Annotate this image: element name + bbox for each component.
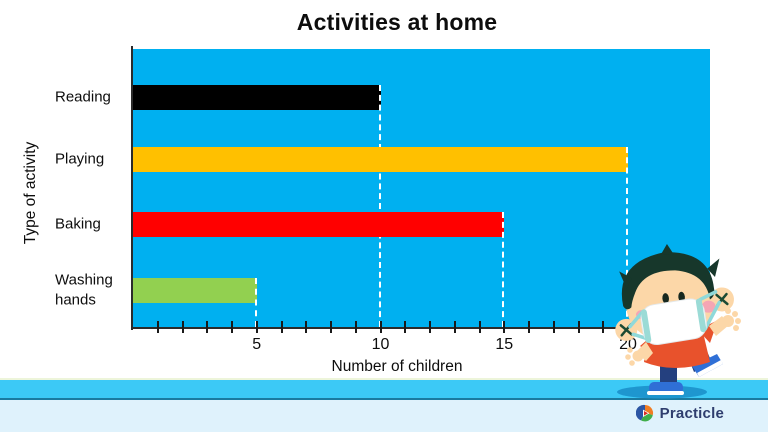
x-tick — [453, 321, 456, 333]
x-tick — [379, 321, 382, 333]
x-tick — [206, 321, 209, 333]
floor-band — [0, 378, 768, 400]
practicle-logo: Practicle — [635, 404, 724, 422]
category-label-washing-hands: Washing hands — [55, 270, 113, 309]
x-tick — [404, 321, 407, 333]
x-tick — [577, 321, 580, 333]
plot-area — [133, 49, 710, 327]
x-tick — [528, 321, 530, 333]
x-tick — [231, 321, 233, 333]
x-tick — [503, 321, 506, 333]
x-tick — [181, 321, 184, 333]
bar-reading — [133, 85, 381, 110]
x-axis-line — [131, 327, 712, 329]
x-tick-label-15: 15 — [495, 336, 514, 353]
x-tick-label-5: 5 — [252, 336, 262, 353]
x-tick — [602, 321, 605, 333]
masked-boy-mascot — [615, 244, 741, 399]
x-tick — [280, 321, 283, 333]
mascot-head — [615, 244, 734, 345]
bar-baking — [133, 212, 505, 237]
x-tick — [478, 321, 481, 333]
bar-washing-hands — [133, 278, 257, 303]
y-axis-line — [131, 46, 133, 330]
practicle-logo-icon — [635, 404, 653, 422]
mascot-face-mask — [628, 290, 722, 345]
x-tick-label-10: 10 — [371, 336, 390, 353]
x-tick — [156, 321, 159, 333]
x-tick — [429, 321, 431, 333]
drop-line-15 — [502, 212, 505, 327]
x-tick — [305, 321, 308, 333]
drop-line-20 — [626, 147, 628, 327]
drop-line-10 — [378, 85, 381, 327]
practicle-logo-text: Practicle — [659, 404, 724, 422]
y-axis-title: Type of activity — [22, 141, 39, 245]
x-tick — [255, 321, 258, 333]
category-label-playing: Playing — [55, 150, 105, 168]
category-label-baking: Baking — [55, 215, 101, 233]
x-tick — [552, 321, 555, 333]
category-label-reading: Reading — [55, 88, 111, 106]
x-tick — [354, 321, 357, 333]
x-axis-title: Number of children — [331, 358, 463, 375]
x-tick — [330, 321, 332, 333]
chart-title: Activities at home — [296, 9, 498, 35]
drop-line-5 — [254, 278, 257, 327]
bar-playing — [133, 147, 628, 172]
mascot-hair — [621, 252, 715, 310]
